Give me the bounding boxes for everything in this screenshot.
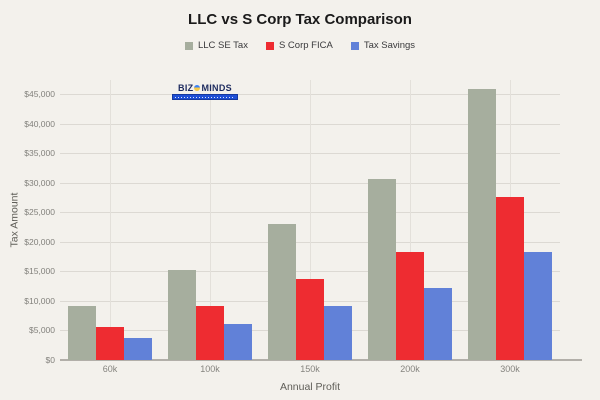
bar [124,338,152,360]
gridline-vertical [309,80,311,360]
y-axis-ticks: $0 $5,000 $10,000 $15,000 $20,000 $25,000 $30,… [0,80,55,365]
bar [268,224,296,360]
logo: BIZ MINDS [170,83,240,100]
logo-ribbon [172,94,238,100]
legend-swatch-icon [184,41,193,50]
bar [424,287,452,360]
y-axis-tick-label: $20,000 [24,236,55,247]
legend-item: S Corp FICA [265,40,333,51]
x-axis-tick-label: 300k [500,364,520,374]
legend-label: LLC SE Tax [197,40,248,51]
bar-group [60,80,160,360]
legend-item: Tax Savings [350,40,416,51]
y-axis-tick-label: $0 [45,355,55,365]
x-axis-tick-label: 200k [400,364,420,374]
y-axis-tick-label: $15,000 [24,266,55,277]
bar-group [160,80,260,360]
gridline-vertical [209,80,211,360]
legend: LLC SE Tax S Corp FICA Tax Savings [0,40,600,51]
x-axis-tick-label: 150k [300,364,320,374]
bar [524,251,552,360]
gridline-vertical [109,80,111,360]
bar [396,251,424,360]
bar [324,305,352,360]
gridline-vertical [409,80,411,360]
bar [224,323,252,360]
bar [196,305,224,360]
bar [296,278,324,360]
legend-label: S Corp FICA [278,40,333,51]
x-axis-title: Annual Profit [279,381,341,393]
bar [368,179,396,360]
page-title: LLC vs S Corp Tax Comparison [188,11,412,28]
logo-text: BIZ MINDS [170,83,240,93]
legend-swatch-icon [265,41,274,50]
y-axis-tick-label: $45,000 [24,89,55,99]
bar [168,269,196,360]
legend-label: Tax Savings [363,40,416,51]
lightbulb-icon [194,85,201,91]
x-axis-line [60,359,582,361]
y-axis-tick-label: $35,000 [24,148,55,159]
plot-area [60,80,582,361]
logo-text-right: MINDS [201,83,232,93]
x-axis-tick-labels: 60k 100k 150k 200k 300k [60,364,560,376]
x-axis-tick-label: 60k [102,364,118,374]
legend-item: LLC SE Tax [184,40,248,51]
bar-group [360,80,460,360]
y-axis-tick-label: $10,000 [24,295,55,306]
bar [468,88,496,360]
bar-group [460,80,560,360]
y-axis-tick-label: $5,000 [29,325,55,336]
bar [96,327,124,360]
x-axis-tick-label: 100k [200,364,220,374]
logo-text-left: BIZ [178,83,194,93]
bar [68,305,96,360]
y-axis-tick-label: $40,000 [24,118,55,129]
bar [496,197,524,360]
y-axis-tick-label: $25,000 [24,207,55,218]
legend-swatch-icon [350,41,359,50]
bar-group [260,80,360,360]
y-axis-tick-label: $30,000 [24,177,55,188]
